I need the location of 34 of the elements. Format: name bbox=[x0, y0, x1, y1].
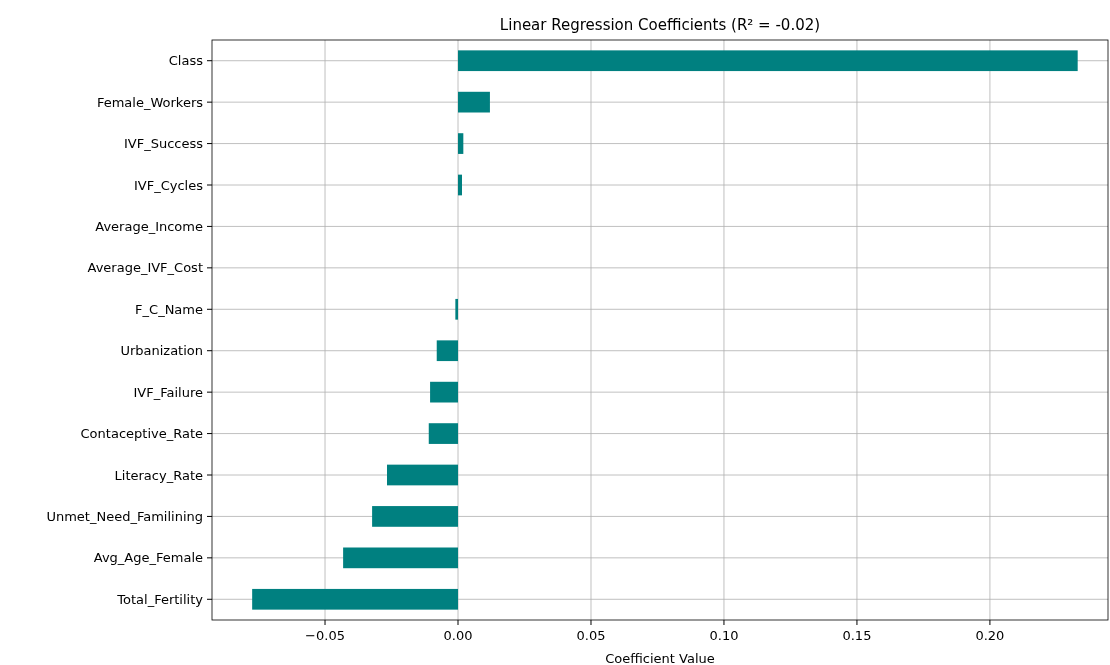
bar bbox=[428, 423, 459, 444]
bar bbox=[458, 133, 464, 154]
bar bbox=[458, 91, 490, 113]
bar bbox=[252, 588, 459, 610]
y-tick-label: Class bbox=[168, 53, 204, 69]
bar bbox=[387, 464, 459, 486]
y-tick-label: IVF_Failure bbox=[133, 384, 203, 400]
bar bbox=[436, 340, 459, 362]
bar bbox=[372, 506, 459, 527]
x-tick-label: 0.10 bbox=[709, 628, 739, 643]
y-tick-label: Contaceptive_Rate bbox=[80, 426, 203, 442]
bar bbox=[458, 50, 1078, 72]
chart-title: Linear Regression Coefficients (R² = -0.02) bbox=[499, 16, 821, 34]
x-tick-label: 0.20 bbox=[975, 628, 1005, 643]
bar bbox=[343, 547, 459, 569]
x-tick-label: 0.15 bbox=[842, 628, 872, 643]
y-tick-label: Avg_Age_Female bbox=[93, 550, 203, 566]
y-tick-label: IVF_Cycles bbox=[133, 177, 204, 193]
x-tick-label: −0.05 bbox=[305, 628, 345, 643]
y-tick-label: Female_Workers bbox=[96, 94, 204, 110]
y-tick-label: Total_Fertility bbox=[116, 591, 204, 607]
bar bbox=[430, 381, 459, 403]
bar bbox=[458, 174, 462, 196]
y-tick-label: Average_Income bbox=[95, 218, 203, 234]
y-tick-label: Unmet_Need_Familining bbox=[46, 508, 203, 524]
x-axis-title: Coefficient Value bbox=[605, 651, 715, 665]
y-tick-label: Urbanization bbox=[120, 343, 203, 359]
x-tick-label: 0.00 bbox=[443, 628, 473, 643]
y-tick-label: Literacy_Rate bbox=[114, 467, 203, 483]
x-tick-label: 0.05 bbox=[576, 628, 606, 643]
bar bbox=[455, 298, 459, 320]
y-tick-label: F_C_Name bbox=[135, 301, 203, 317]
y-tick-label: IVF_Success bbox=[123, 136, 204, 152]
y-tick-label: Average_IVF_Cost bbox=[87, 260, 203, 276]
